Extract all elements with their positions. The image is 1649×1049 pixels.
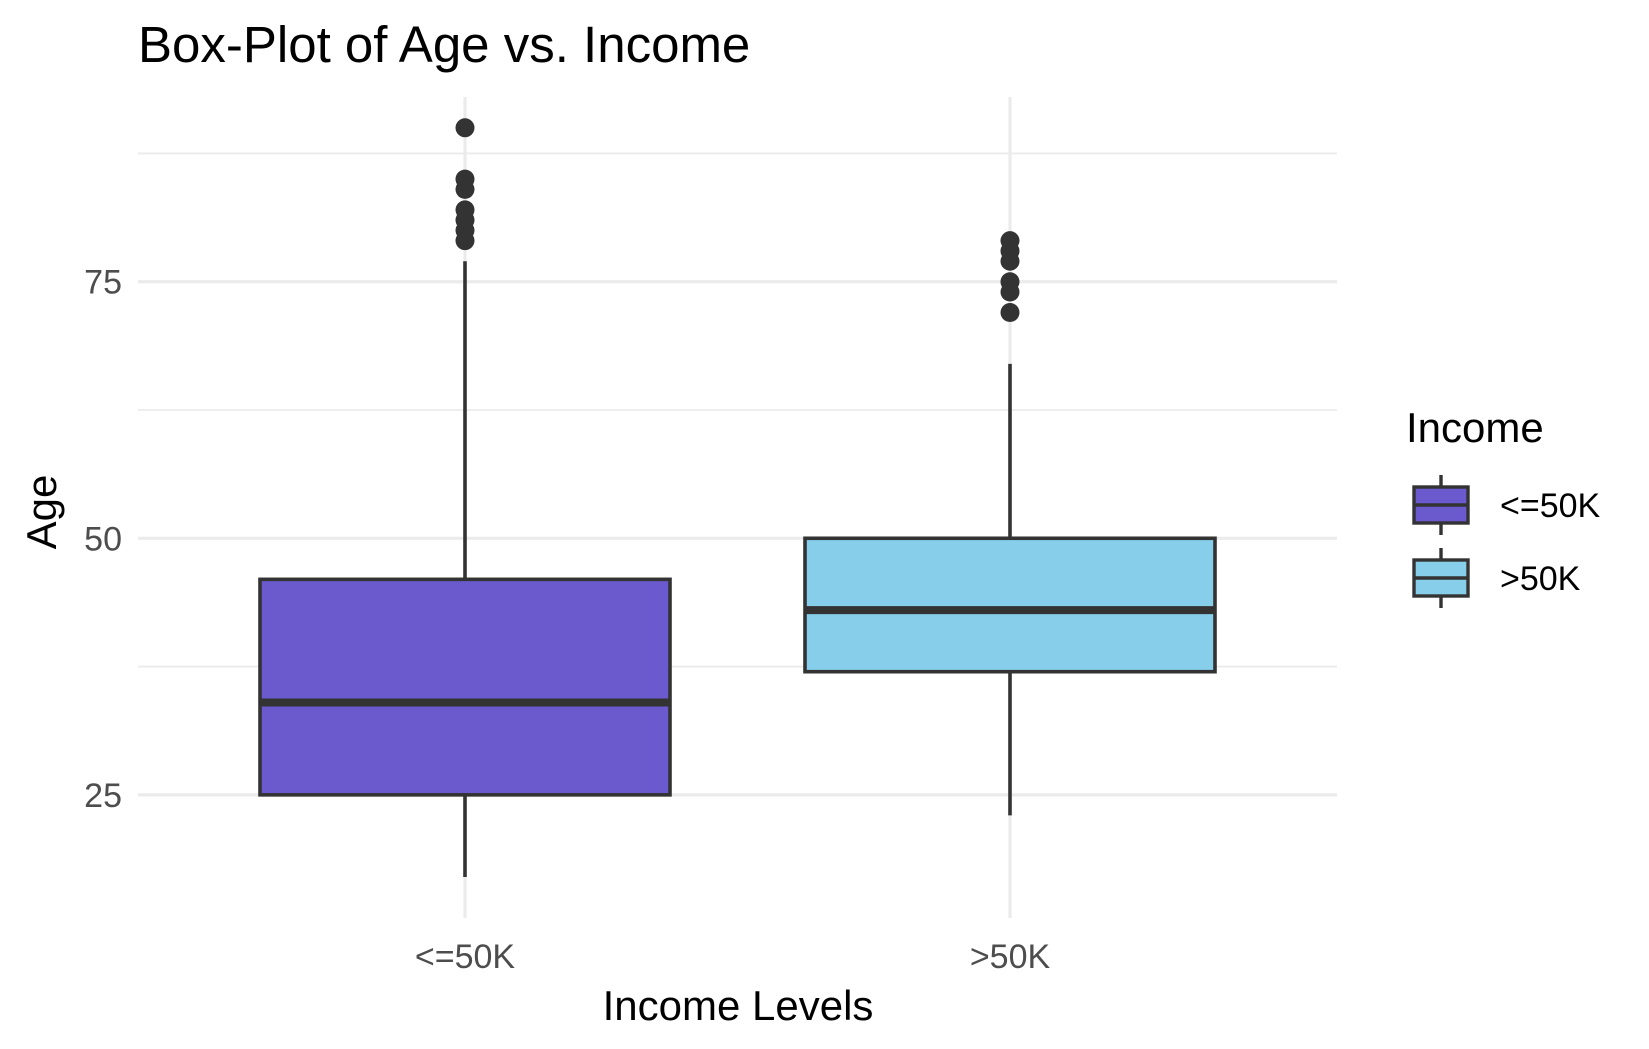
- y-tick-label: 50: [84, 520, 122, 558]
- y-tick-label: 75: [84, 264, 122, 302]
- y-axis-ticks: 25 50 75: [84, 264, 122, 815]
- outlier-point: [1000, 231, 1020, 251]
- y-tick-label: 25: [84, 777, 122, 815]
- legend: Income <=50K >50K: [1406, 404, 1601, 608]
- outlier-point: [455, 169, 475, 189]
- iqr-box: [803, 536, 1217, 674]
- legend-label: <=50K: [1500, 487, 1601, 525]
- x-axis-title: Income Levels: [603, 982, 874, 1029]
- legend-label: >50K: [1500, 560, 1581, 598]
- iqr-box: [258, 577, 672, 797]
- x-tick-label: <=50K: [415, 938, 516, 976]
- legend-key-le-50k: [1412, 475, 1470, 535]
- legend-key-gt-50k: [1412, 548, 1470, 608]
- legend-title: Income: [1406, 404, 1544, 451]
- outlier-point: [455, 200, 475, 220]
- x-tick-label: >50K: [970, 938, 1051, 976]
- chart-title: Box-Plot of Age vs. Income: [138, 16, 750, 73]
- box-group-gt-50k: [803, 231, 1217, 816]
- y-axis-title: Age: [18, 475, 65, 550]
- x-axis-ticks: <=50K >50K: [415, 938, 1051, 976]
- box-plots: [258, 118, 1217, 877]
- outlier-point: [1000, 272, 1020, 292]
- outlier-point: [455, 118, 475, 138]
- outlier-point: [1000, 303, 1020, 323]
- box-group-le-50k: [258, 118, 672, 877]
